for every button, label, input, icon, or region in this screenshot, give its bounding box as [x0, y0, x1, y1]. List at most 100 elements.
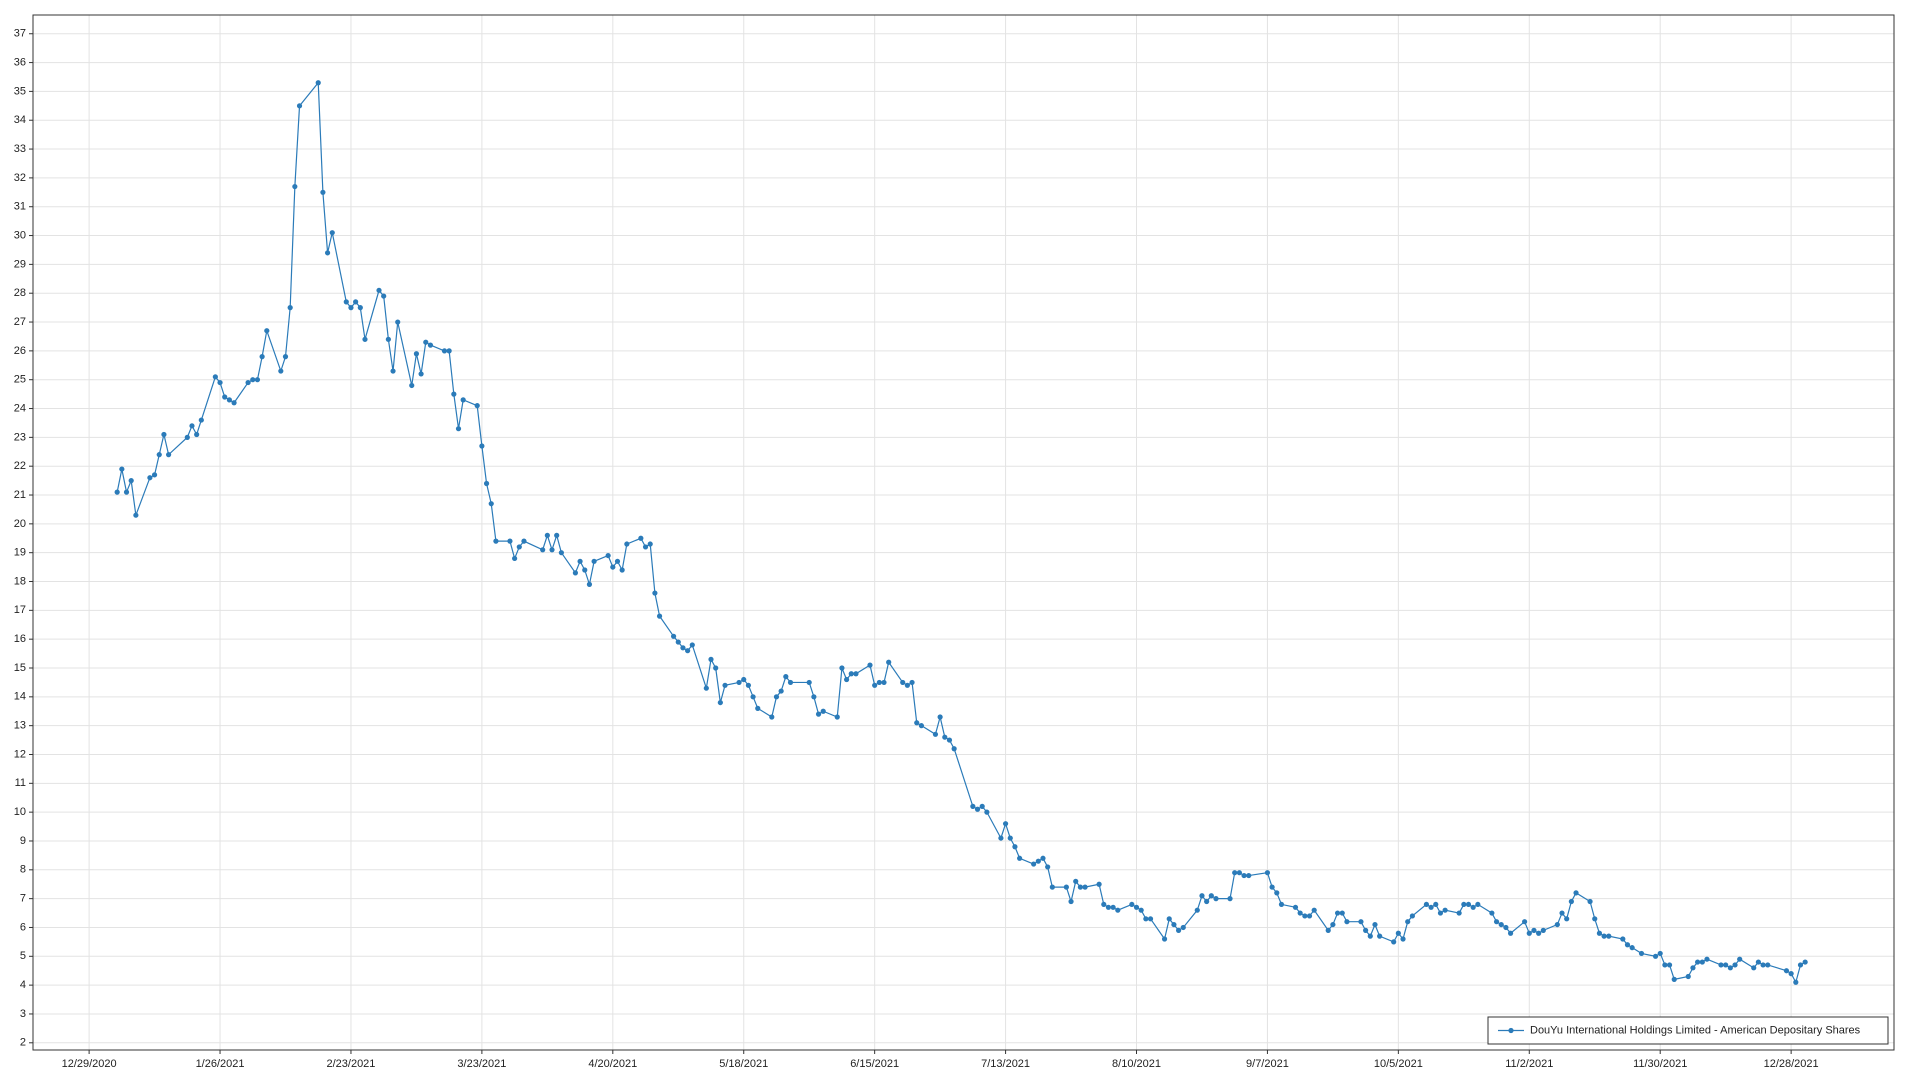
point: [1428, 904, 1434, 910]
point: [685, 648, 691, 654]
point: [886, 659, 892, 665]
point: [642, 544, 649, 550]
point: [114, 489, 120, 495]
y-tick-label: 11: [15, 777, 26, 789]
point: [315, 80, 321, 86]
point: [946, 737, 953, 743]
x-tick-label: 7/13/2021: [981, 1058, 1030, 1070]
point: [1652, 953, 1659, 959]
point: [1727, 965, 1733, 971]
x-tick-label: 8/10/2021: [1112, 1058, 1161, 1070]
point: [343, 299, 349, 305]
point: [390, 368, 396, 374]
point: [1274, 890, 1280, 896]
point: [521, 538, 527, 544]
point: [1110, 904, 1116, 910]
y-tick-label: 3: [20, 1008, 26, 1020]
point: [474, 403, 480, 409]
point: [488, 501, 494, 507]
x-tick-label: 3/23/2021: [457, 1058, 506, 1070]
point: [1461, 901, 1467, 908]
point: [1587, 898, 1593, 905]
point: [231, 400, 237, 406]
point: [1306, 913, 1313, 919]
point: [250, 377, 256, 383]
y-tick-label: 24: [14, 402, 26, 414]
point: [1101, 901, 1107, 908]
point: [540, 547, 546, 553]
point: [1531, 927, 1537, 933]
point: [1498, 921, 1504, 928]
point: [1723, 962, 1729, 968]
point: [1264, 870, 1271, 876]
point: [713, 665, 719, 671]
y-tick-label: 2: [20, 1037, 26, 1049]
point: [151, 472, 158, 478]
plot-frame: [32, 14, 1895, 1051]
point: [395, 319, 401, 325]
point: [254, 377, 261, 383]
point: [1624, 942, 1631, 948]
point: [974, 806, 981, 812]
point: [1278, 901, 1285, 908]
y-tick-label: 15: [14, 662, 26, 674]
point: [1105, 904, 1112, 910]
point: [212, 374, 218, 380]
point: [717, 699, 723, 706]
point: [222, 394, 228, 400]
point: [1367, 933, 1373, 939]
point: [881, 679, 887, 686]
point: [353, 299, 359, 305]
point: [451, 391, 457, 397]
point: [1695, 959, 1701, 965]
point: [1437, 910, 1444, 916]
y-tick-label: 22: [14, 460, 26, 472]
point: [1204, 898, 1210, 905]
point: [572, 570, 579, 576]
legend-label: DouYu International Holdings Limited - A…: [1530, 1024, 1861, 1036]
point: [1096, 881, 1102, 887]
point: [1040, 855, 1046, 861]
point: [1330, 921, 1336, 928]
x-tick-label: 6/15/2021: [850, 1058, 899, 1070]
point: [1564, 916, 1570, 922]
point: [1559, 910, 1565, 916]
point: [329, 230, 335, 236]
point: [1592, 916, 1598, 922]
point: [675, 639, 681, 645]
y-tick-label: 27: [14, 316, 26, 328]
point: [1662, 962, 1668, 968]
point: [441, 348, 448, 354]
point: [1522, 919, 1528, 925]
point: [1002, 821, 1009, 827]
point: [1554, 921, 1560, 928]
x-tick-label: 1/26/2021: [196, 1058, 245, 1070]
point: [1358, 919, 1364, 925]
point: [839, 665, 845, 671]
point: [1737, 956, 1743, 962]
point: [937, 714, 943, 720]
point: [357, 305, 363, 311]
point: [1704, 956, 1710, 962]
y-tick-label: 5: [20, 950, 26, 962]
point: [1045, 864, 1051, 870]
point: [736, 679, 742, 686]
point: [1339, 910, 1345, 916]
point: [507, 538, 513, 544]
point: [278, 368, 284, 374]
point: [769, 714, 775, 720]
point: [455, 426, 462, 432]
point: [1405, 919, 1411, 925]
point: [853, 671, 859, 677]
point: [1171, 921, 1177, 928]
point: [226, 397, 232, 403]
point: [1138, 907, 1144, 913]
point: [544, 532, 550, 538]
grid: [33, 15, 1894, 1050]
point: [1802, 959, 1808, 965]
point: [1311, 907, 1317, 913]
point: [1246, 872, 1252, 879]
point: [1470, 904, 1476, 910]
point: [292, 183, 298, 190]
